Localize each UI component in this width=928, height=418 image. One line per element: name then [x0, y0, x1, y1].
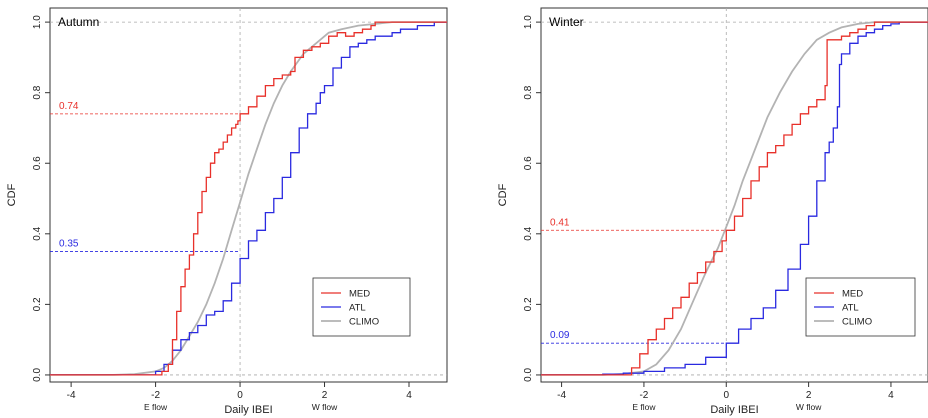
legend-entry: ATL [349, 303, 366, 314]
legend-entry: MED [349, 289, 370, 300]
x-axis-title: Daily IBEI [224, 404, 272, 416]
reference-value-label: 0.35 [59, 238, 79, 249]
y-tick-label: 0.8 [32, 85, 43, 99]
chart-panel-1: 0.41 0.09 -4 -2 0 2 4 E flow W flow 0.0 0.2 0.4 0.6 0… [497, 7, 928, 416]
x-flow-label: W flow [312, 402, 338, 412]
x-tick-label: -2 [639, 390, 648, 401]
x-tick-label: 2 [806, 390, 812, 401]
legend: MED ATL CLIMO [805, 277, 916, 337]
x-axis-title: Daily IBEI [710, 404, 758, 416]
x-flow-label: E flow [144, 402, 168, 412]
y-axis-title: CDF [497, 183, 509, 206]
y-axis-title: CDF [6, 183, 18, 206]
x-tick-label: 0 [723, 390, 729, 401]
legend-entry: CLIMO [842, 317, 872, 328]
y-tick-label: 0.4 [32, 226, 43, 240]
x-flow-label: W flow [796, 402, 822, 412]
y-tick-label: 0.2 [523, 297, 534, 311]
series-line-atl [541, 21, 928, 376]
y-tick-label: 0.6 [523, 156, 534, 170]
reference-value-label: 0.41 [550, 217, 570, 228]
series-line-atl [50, 21, 447, 376]
plot-frame [49, 7, 448, 383]
x-tick-label: 0 [237, 390, 243, 401]
x-tick-label: 4 [888, 390, 894, 401]
y-tick-label: 0.2 [32, 297, 43, 311]
panel-title: Winter [549, 15, 584, 29]
y-tick-label: 0.4 [523, 226, 534, 240]
series-line-med [541, 21, 928, 376]
x-tick-label: 4 [406, 390, 412, 401]
y-tick-label: 1.0 [32, 15, 43, 29]
y-tick-label: 0.8 [523, 85, 534, 99]
y-tick-label: 0.6 [32, 156, 43, 170]
x-flow-label: E flow [632, 402, 656, 412]
x-tick-label: -4 [557, 390, 566, 401]
x-tick-label: -2 [151, 390, 160, 401]
legend: MED ATL CLIMO [312, 277, 411, 337]
chart-panel-0: 0.74 0.35 -4 -2 0 2 4 E flow W flow 0.0 0.2 0.4 0.6 0… [6, 7, 448, 416]
x-tick-label: 2 [322, 390, 328, 401]
legend-entry: MED [842, 289, 863, 300]
reference-value-label: 0.74 [59, 101, 79, 112]
legend-entry: ATL [842, 303, 859, 314]
reference-value-label: 0.09 [550, 330, 570, 341]
y-tick-label: 0.0 [32, 368, 43, 382]
panel-title: Autumn [58, 15, 99, 29]
legend-entry: CLIMO [349, 317, 379, 328]
y-tick-label: 0.0 [523, 368, 534, 382]
x-tick-label: -4 [67, 390, 76, 401]
series-line-climo [50, 21, 447, 376]
plot-frame [540, 7, 928, 383]
y-tick-label: 1.0 [523, 15, 534, 29]
series-line-med [50, 21, 447, 376]
series-line-climo [541, 21, 928, 376]
